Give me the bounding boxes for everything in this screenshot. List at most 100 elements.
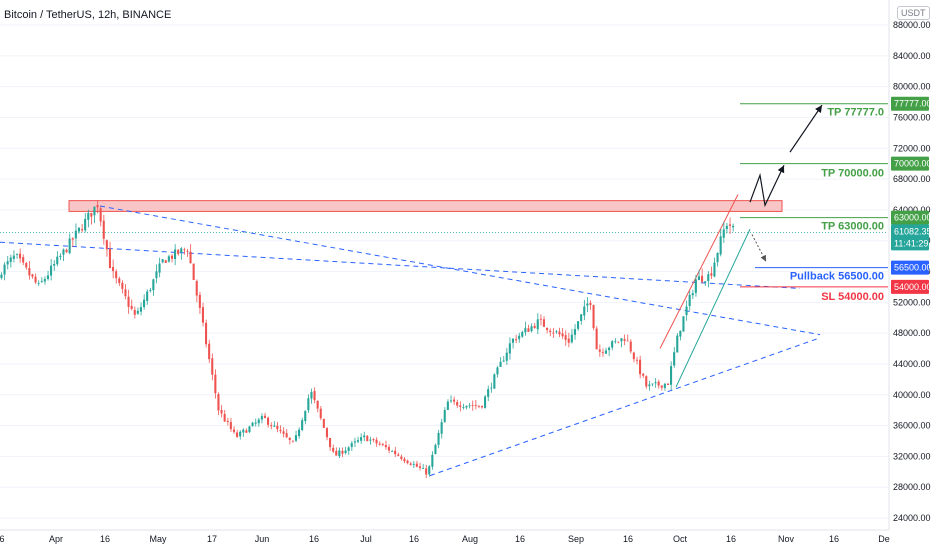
candle-body xyxy=(127,296,130,307)
candle-body xyxy=(645,376,648,387)
candle-body xyxy=(654,382,657,384)
candle-body xyxy=(508,343,511,354)
candle-body xyxy=(536,319,539,330)
candle-body xyxy=(530,326,533,332)
candle-body xyxy=(412,464,415,466)
candle-body xyxy=(539,318,542,320)
candle-body xyxy=(493,374,496,389)
candle-body xyxy=(313,391,316,401)
price-tag-label-stop_loss: 54000.00 xyxy=(894,282,932,292)
candle-body xyxy=(691,293,694,296)
candle-body xyxy=(87,212,90,220)
candle-body xyxy=(673,352,676,366)
candle-body xyxy=(694,279,697,293)
candle-body xyxy=(601,351,604,353)
candle-body xyxy=(679,330,682,337)
candle-body xyxy=(710,273,713,276)
candle-body xyxy=(505,352,508,361)
annotation-pullback: Pullback 56500.00 xyxy=(790,271,884,283)
level-lines[interactable]: TP 77777.0 TP 70000.00 TP 63000.00 Pullback… xyxy=(740,103,888,303)
arrow-to-tp2 xyxy=(749,164,785,208)
price-tick-label: 88000.00 xyxy=(893,20,931,30)
candle-body xyxy=(177,249,180,254)
candle-body xyxy=(133,309,136,315)
currency-badge[interactable]: USDT xyxy=(897,6,930,20)
candle-body xyxy=(617,341,620,343)
candle-body xyxy=(108,248,111,269)
candle-body xyxy=(118,278,121,283)
time-tick-label: Nov xyxy=(778,534,795,544)
candle-body xyxy=(341,450,344,454)
candle-body xyxy=(201,307,204,323)
candle-body xyxy=(366,435,369,442)
candle-body xyxy=(46,275,49,279)
candle-body xyxy=(251,422,254,427)
resistance-zone[interactable] xyxy=(68,200,783,212)
candle-body xyxy=(502,360,505,362)
candle-body xyxy=(372,439,375,440)
candle-body xyxy=(155,271,158,279)
candle-body xyxy=(121,282,124,289)
candle-body xyxy=(614,340,617,342)
candle-body xyxy=(350,443,353,448)
candle-body xyxy=(471,405,474,406)
candle-body xyxy=(474,405,477,406)
candle-body xyxy=(397,454,400,456)
candle-body xyxy=(422,468,425,469)
candle-body xyxy=(12,255,15,259)
countdown-label: 11:41:29 xyxy=(894,238,928,248)
candle-body xyxy=(515,339,518,341)
candle-body xyxy=(59,255,62,258)
candle-body xyxy=(93,206,96,216)
candle-body xyxy=(167,256,170,262)
candle-body xyxy=(604,350,607,354)
trend-lines[interactable] xyxy=(0,194,888,477)
candle-body xyxy=(713,262,716,277)
candle-body xyxy=(245,430,248,433)
candle-body xyxy=(657,381,660,386)
candle-body xyxy=(598,349,601,352)
candle-body xyxy=(174,249,177,259)
annotation-tp2: TP 70000.00 xyxy=(821,168,884,180)
candle-body xyxy=(552,332,555,334)
candle-body xyxy=(136,310,139,314)
candle-body xyxy=(257,419,260,424)
candle-body xyxy=(580,314,583,321)
symbol-title: Bitcoin / TetherUS, 12h, BINANCE xyxy=(4,9,172,21)
candle-body xyxy=(620,338,623,342)
candle-body xyxy=(347,447,350,451)
candle-body xyxy=(50,265,53,276)
price-tag-tp3 xyxy=(891,96,929,111)
trendline-lower xyxy=(429,338,819,477)
time-tick-label: 16 xyxy=(829,534,839,544)
projection-arrows[interactable] xyxy=(749,104,823,262)
candle-body xyxy=(279,429,282,432)
candle-body xyxy=(56,256,59,265)
candle-body xyxy=(226,420,229,422)
candle-body xyxy=(205,322,208,345)
candle-body xyxy=(592,305,595,329)
candle-body xyxy=(338,450,341,457)
candle-body xyxy=(453,399,456,402)
candle-body xyxy=(406,460,409,464)
candle-body xyxy=(524,328,527,333)
time-axis[interactable]: 6 Apr 16 May 17 Jun 16 Jul 16 Aug 16 Sep 16 Oct 16 Nov 1… xyxy=(0,534,890,544)
price-labels: 77777.00 70000.00 63000.00 56500.00 54000.00… xyxy=(891,96,932,294)
candle-body xyxy=(468,405,471,407)
candle-body xyxy=(663,383,666,388)
candle-body xyxy=(499,361,502,367)
price-tick-label: 80000.00 xyxy=(893,82,931,92)
candle-body xyxy=(570,334,573,343)
candle-body xyxy=(728,224,731,226)
candle-body xyxy=(456,402,459,406)
candle-body xyxy=(484,396,487,408)
candle-body xyxy=(65,249,68,253)
candle-body xyxy=(688,294,691,306)
candle-body xyxy=(316,400,319,409)
time-tick-label: De xyxy=(878,534,890,544)
candle-body xyxy=(440,422,443,434)
candle-body xyxy=(254,422,257,424)
candle-body xyxy=(267,417,270,425)
time-tick-label: May xyxy=(149,534,167,544)
